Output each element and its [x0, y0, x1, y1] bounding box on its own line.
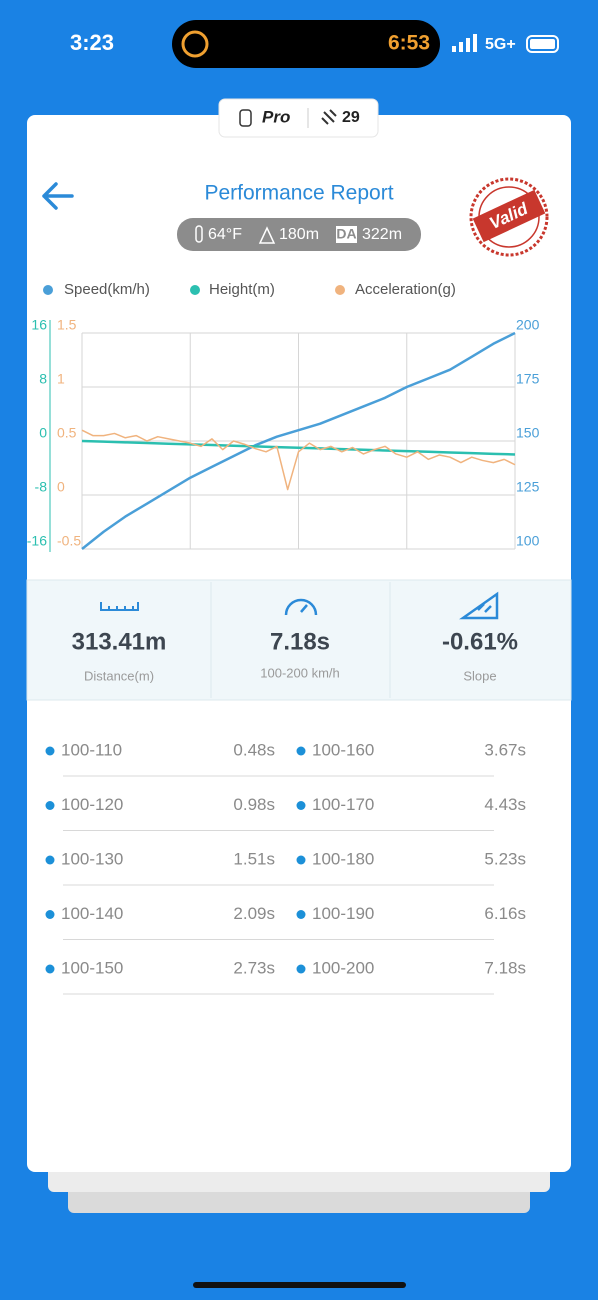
split-range: 100-190 [312, 904, 374, 923]
badge-icon [321, 109, 337, 125]
split-time: 0.48s [233, 740, 275, 759]
altitude: 180m [279, 226, 319, 243]
speed-icon [284, 598, 318, 616]
split-dot [296, 746, 306, 756]
split-dot [45, 855, 55, 865]
stats: 313.41m Distance(m) 7.18s 100-200 km/h -0.61… [72, 628, 518, 683]
split-range: 100-170 [312, 795, 374, 814]
y-tick-label: 16 [31, 317, 47, 333]
activity-time: 6:53 [388, 32, 430, 55]
y-tick-label: 125 [516, 479, 540, 495]
split-dot [45, 746, 55, 756]
stat-label: Distance(m) [84, 668, 154, 683]
activity-icon [181, 30, 209, 58]
slope-icon [459, 591, 499, 620]
battery [526, 35, 559, 53]
da-box [336, 226, 357, 243]
da-label: DA [336, 226, 356, 242]
stat-value: 313.41m [72, 628, 167, 655]
series-line [81, 439, 516, 456]
split-dot [45, 801, 55, 810]
legend-label: Speed(km/h) [64, 281, 150, 298]
signal [452, 34, 477, 52]
density-altitude: 322m [362, 226, 402, 243]
split-dot [45, 910, 55, 919]
legend-dot [335, 285, 345, 295]
split-range: 100-160 [312, 740, 374, 759]
split-range: 100-150 [61, 958, 123, 977]
split-range: 100-200 [312, 958, 374, 977]
back-button[interactable] [42, 182, 74, 210]
stat-value: -0.61% [442, 628, 518, 655]
network: 5G+ [485, 36, 516, 53]
badge-count: 29 [342, 109, 360, 126]
clock: 3:23 [70, 30, 114, 55]
y-tick-label: 1 [57, 371, 65, 387]
y-tick-label: 1.5 [57, 317, 77, 333]
y-tick-label: 150 [516, 425, 540, 441]
split-time: 1.51s [233, 849, 275, 868]
split-range: 100-180 [312, 849, 374, 868]
y-tick-label: 0.5 [57, 425, 77, 441]
splits: 100-110 0.48s 100-120 0.98s 100-130 1.51s 100-… [45, 740, 526, 995]
temperature: 64°F [208, 226, 242, 243]
series-line [81, 429, 516, 491]
y-tick-label: 0 [57, 479, 65, 495]
y-tick-label: 200 [516, 317, 540, 333]
split-range: 100-120 [61, 795, 123, 814]
split-time: 7.18s [484, 958, 526, 977]
split-dot [296, 964, 306, 974]
badge-tier: Pro [262, 107, 290, 126]
y-tick-label: -0.5 [57, 533, 81, 549]
thermometer-icon [195, 225, 203, 243]
split-time: 6.16s [484, 904, 526, 923]
device-icon [239, 109, 252, 127]
legend-label: Height(m) [209, 281, 275, 298]
dynamic-island [172, 20, 440, 68]
split-time: 2.09s [233, 904, 275, 923]
battery-level [530, 39, 555, 49]
y-tick-label: 100 [516, 533, 540, 549]
y-tick-label: 0 [39, 425, 47, 441]
legend-dot [190, 285, 200, 295]
split-time: 4.43s [484, 795, 526, 814]
y-tick-label: 8 [39, 371, 47, 387]
split-dot [296, 910, 306, 919]
split-dot [296, 801, 306, 810]
split-range: 100-110 [61, 740, 122, 759]
y-tick-label: -8 [35, 479, 48, 495]
split-range: 100-130 [61, 849, 123, 868]
split-range: 100-140 [61, 904, 123, 923]
stat-label: 100-200 km/h [260, 665, 340, 680]
conditions-pill [177, 218, 421, 251]
split-dot [45, 964, 55, 974]
stat-label: Slope [463, 668, 496, 683]
chart: Speed(km/h) Height(m) Acceleration(g)10012… [27, 281, 540, 552]
altitude-icon [258, 226, 276, 244]
title: Performance Report [204, 182, 393, 205]
legend-dot [43, 285, 53, 295]
stamp-band [472, 189, 546, 243]
series-line [81, 331, 516, 550]
y-tick-label: 175 [516, 371, 540, 387]
split-time: 3.67s [484, 740, 526, 759]
badge [218, 98, 379, 138]
stamp [469, 177, 549, 257]
split-time: 2.73s [233, 958, 275, 977]
split-dot [296, 855, 306, 865]
y-tick-label: -16 [27, 533, 47, 549]
stat-value: 7.18s [270, 628, 330, 655]
legend-label: Acceleration(g) [355, 281, 456, 298]
split-time: 5.23s [484, 849, 526, 868]
split-time: 0.98s [233, 795, 275, 814]
home-indicator [193, 1282, 406, 1288]
distance-icon [100, 602, 139, 611]
